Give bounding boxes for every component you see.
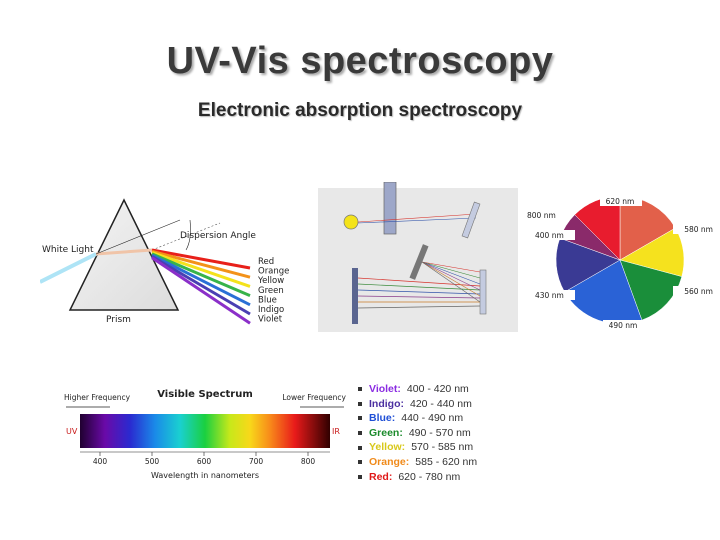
legend-item-orange: Orange: 585 - 620 nm [358,455,477,470]
legend-item-red: Red: 620 - 780 nm [358,470,477,485]
diffraction-grating [409,244,429,280]
slide-subtitle: Electronic absorption spectroscopy [197,100,523,121]
color-wheel-segment [574,195,621,261]
higher-frequency-label: Higher Frequency [64,393,131,402]
wheel-label: 800 nm [527,211,556,220]
mirror-bottom [479,269,487,315]
rainbow-label-yellow: Yellow [257,276,284,286]
tick-label: 700 [249,457,264,466]
legend-color-name: Violet: [369,383,401,395]
legend-item-blue: Blue: 440 - 490 nm [358,411,477,426]
white-light-ray [40,252,97,284]
bullet-icon [358,445,362,450]
tick-label: 600 [197,457,212,466]
dispersed-ray-5 [151,253,251,307]
bullet-icon [358,431,362,435]
uv-label: UV [66,427,78,436]
light-beam [357,277,481,287]
legend-range: 400 - 420 nm [406,383,469,395]
rainbow-label-violet: Violet [258,315,283,325]
dispersed-ray-4 [151,252,251,297]
bullet-icon [358,460,362,465]
wheel-label: 580 nm [684,225,713,234]
rainbow-label-indigo: Indigo [258,305,284,315]
dispersion-arc [185,219,191,251]
slide-title: UV-Vis spectroscopy [166,40,554,82]
color-wheel-segment [619,259,683,321]
spectrum-bar [80,414,330,448]
prism-label: Prism [106,315,131,325]
legend-range: 420 - 440 nm [410,397,472,410]
light-beam [357,295,481,299]
color-wheel: 620 nm 800 nm 580 nm 400 nm 560 nm 430 nm 490 … [525,195,715,330]
legend-item-green: Green: 490 - 570 nm [358,426,477,441]
spectrum-title: Visible Spectrum [157,389,253,400]
legend-color-name: Red: [369,470,393,483]
rainbow-label-red: Red [258,257,274,267]
legend-color-name: Blue: [369,412,396,425]
color-range-legend: Violet: 400 - 420 nm Indigo: 420 - 440 nm Bl… [358,382,477,484]
prism-diagram: White Light Dispersion Angle Prism RedOr… [40,198,289,325]
tick-label: 400 [93,457,108,466]
legend-item-indigo: Indigo: 420 - 440 nm [358,397,477,412]
bullet-icon [358,387,362,392]
bullet-icon [358,401,362,406]
rainbow-label-green: Green [258,286,284,296]
reference-line [151,222,221,251]
wheel-label: 430 nm [535,291,564,300]
dispersed-ray-3 [151,251,251,288]
legend-color-name: Green: [369,426,403,439]
legend-range: 440 - 490 nm [401,412,464,425]
dispersed-ray-1 [151,248,251,270]
light-beam [421,261,481,273]
rainbow-label-blue: Blue [258,295,277,305]
cuvette [383,182,397,235]
bullet-icon [358,416,362,421]
legend-color-name: Orange: [369,455,410,468]
lower-frequency-label: Lower Frequency [282,393,346,402]
white-light-label: White Light [42,245,94,255]
detector [352,268,358,324]
light-beam [357,305,481,309]
mirror-top [461,201,481,239]
tick-label: 500 [145,457,160,466]
dispersion-angle-label: Dispersion Angle [180,231,256,241]
legend-color-name: Indigo: [369,397,404,410]
white-light-in-prism [95,248,153,256]
legend-range: 585 - 620 nm [415,455,478,468]
legend-color-name: Yellow: [369,441,406,454]
lamp-icon [343,214,359,230]
normal-line [95,219,181,255]
light-beam [421,261,481,291]
dispersed-ray-2 [151,249,251,279]
dispersed-ray-7 [151,256,251,325]
ir-label: IR [332,427,340,436]
wheel-label: 400 nm [535,231,564,240]
tick-label: 800 [301,457,316,466]
visible-spectrum-chart: Visible Spectrum Higher Frequency Lower … [64,389,347,480]
wheel-label: 490 nm [609,321,638,330]
light-beam [357,283,481,291]
bullet-icon [358,474,362,479]
wheel-label: 560 nm [684,287,713,296]
legend-range: 570 - 585 nm [411,441,474,454]
legend-item-violet: Violet: 400 - 420 nm [358,382,477,397]
wavelength-axis-label: Wavelength in nanometers [151,471,259,480]
legend-range: 620 - 780 nm [398,470,461,483]
legend-range: 490 - 570 nm [408,426,471,439]
spectrophotometer-diagram [318,182,518,332]
dispersed-ray-6 [151,255,251,316]
rainbow-label-orange: Orange [258,267,289,277]
wheel-label: 620 nm [606,197,635,206]
light-beam [421,261,481,297]
light-beam [357,289,481,295]
light-beam [421,261,481,303]
light-beam [421,261,481,285]
light-beam [421,261,481,279]
legend-item-yellow: Yellow: 570 - 585 nm [358,440,477,455]
